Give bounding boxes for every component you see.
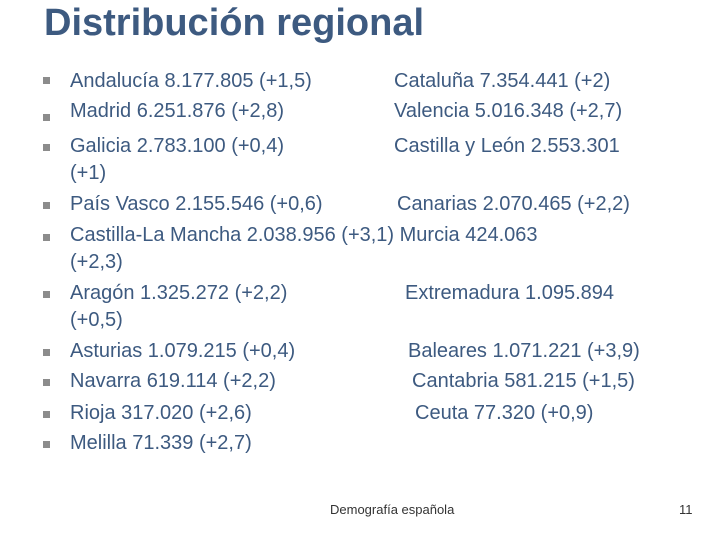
item-galicia: Galicia 2.783.100 (+0,4)	[70, 135, 285, 157]
item-valencia: Valencia 5.016.348 (+2,7)	[394, 100, 623, 122]
bullet-icon	[43, 291, 50, 298]
bullet-icon	[43, 234, 50, 241]
item-extremadura: Extremadura 1.095.894	[405, 282, 615, 304]
item-castilla-leon-wrap: (+1)	[70, 162, 107, 184]
page-number: 11	[679, 502, 693, 517]
item-murcia-wrap: (+2,3)	[70, 251, 123, 273]
bullet-icon	[43, 441, 50, 448]
bullet-icon	[43, 349, 50, 356]
item-navarra: Navarra 619.114 (+2,2)	[70, 370, 276, 392]
bullet-icon	[43, 202, 50, 209]
bullet-list: Andalucía 8.177.805 (+1,5) Cataluña 7.35…	[43, 70, 640, 454]
footer-text: Demografía española	[330, 502, 455, 517]
bullet-icon	[43, 379, 50, 386]
item-pais-vasco: País Vasco 2.155.546 (+0,6)	[70, 193, 323, 215]
slide-title: Distribución regional	[44, 2, 425, 44]
item-baleares: Baleares 1.071.221 (+3,9)	[408, 340, 640, 362]
item-extremadura-wrap: (+0,5)	[70, 309, 123, 331]
bullet-icon	[43, 411, 50, 418]
bullet-icon	[43, 144, 50, 151]
item-melilla: Melilla 71.339 (+2,7)	[70, 432, 252, 454]
bullet-icon	[43, 77, 50, 84]
item-madrid: Madrid 6.251.876 (+2,8)	[70, 100, 285, 122]
item-cataluna: Cataluña 7.354.441 (+2)	[394, 70, 611, 92]
item-asturias: Asturias 1.079.215 (+0,4)	[70, 340, 296, 362]
item-aragon: Aragón 1.325.272 (+2,2)	[70, 282, 288, 304]
item-castilla-la-mancha: Castilla-La Mancha 2.038.956 (+3,1) Murc…	[70, 224, 538, 246]
item-castilla-leon: Castilla y León 2.553.301	[394, 135, 620, 157]
item-cantabria: Cantabria 581.215 (+1,5)	[412, 370, 635, 392]
item-canarias: Canarias 2.070.465 (+2,2)	[397, 193, 630, 215]
bullet-icon	[43, 114, 50, 121]
item-andalucia: Andalucía 8.177.805 (+1,5)	[70, 70, 312, 92]
item-ceuta: Ceuta 77.320 (+0,9)	[415, 402, 594, 424]
item-rioja: Rioja 317.020 (+2,6)	[70, 402, 252, 424]
